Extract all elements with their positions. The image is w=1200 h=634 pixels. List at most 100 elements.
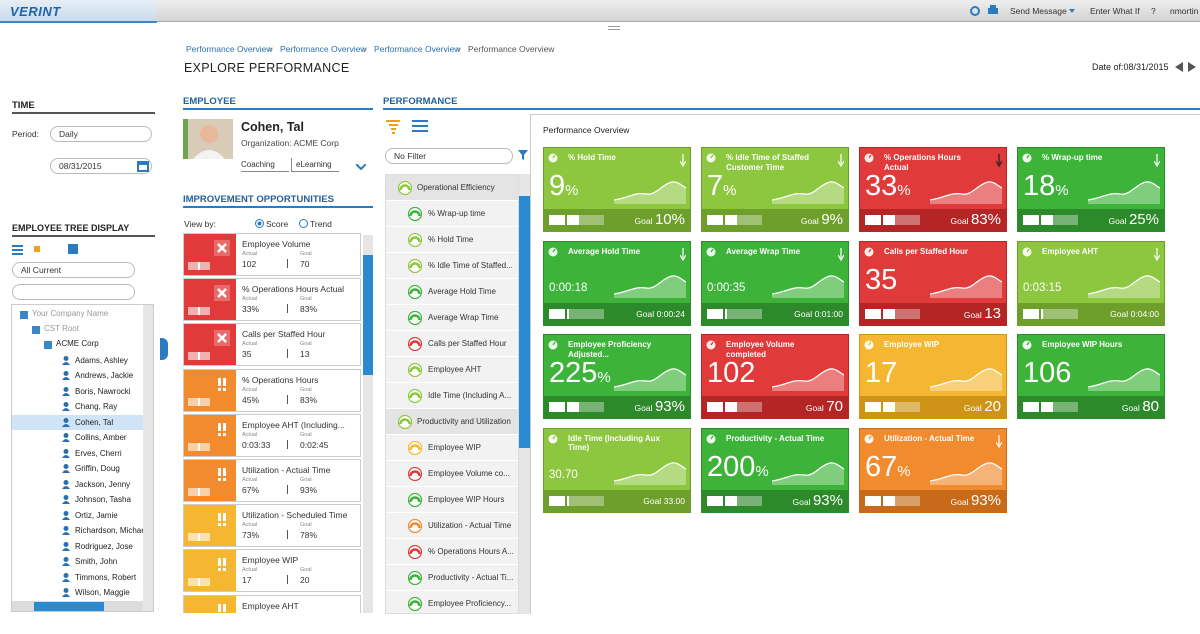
kpi-tile[interactable]: % Hold Time 9% Goal 10% (543, 147, 691, 232)
tile-goal-value: 93% (654, 398, 685, 415)
performance-group[interactable]: Operational Efficiency (386, 175, 518, 201)
kpi-tile[interactable]: Average Hold Time 0:00:18 Goal 0:00:24 (543, 240, 691, 326)
performance-item[interactable]: % Idle Time of Staffed... (386, 253, 518, 279)
tree-employee[interactable]: Griffin, Doug (75, 464, 120, 473)
performance-item[interactable]: Productivity - Actual Ti... (386, 565, 518, 591)
value-divider (287, 349, 288, 359)
performance-item[interactable]: Employee WIP (386, 435, 518, 461)
header-action[interactable]: ? (1151, 6, 1156, 16)
next-date (1188, 62, 1196, 72)
view-option[interactable]: Trend (310, 219, 332, 229)
header-action[interactable]: Enter What If (1090, 6, 1140, 16)
opportunity-card[interactable]: Employee Volume Actual Goal 102 70 (183, 233, 361, 276)
kpi-tile[interactable]: Idle Time (Including Aux Time) 30.70 Goal … (543, 427, 691, 513)
opportunity-card[interactable]: Utilization - Scheduled Time Actual Goal 73… (183, 504, 361, 548)
value-divider (287, 439, 288, 449)
tree-employee[interactable]: Jackson, Jenny (75, 479, 131, 489)
item-name: % Hold Time (428, 235, 474, 244)
panel-toggle[interactable] (160, 338, 168, 360)
breadcrumb[interactable]: Performance Overview (186, 44, 273, 54)
tree-employee[interactable]: Collins, Amber (75, 433, 127, 442)
performance-item[interactable]: Employee AHT (386, 357, 518, 383)
tree-org-node[interactable]: CST Root (44, 324, 79, 333)
tree-employee[interactable]: Johnson, Tasha (75, 495, 131, 504)
kpi-tile[interactable]: Productivity - Actual Time 200% Goal 93% (701, 427, 849, 513)
employee-tab[interactable]: eLearning (291, 158, 339, 172)
header-action[interactable]: nmortin (1170, 6, 1199, 16)
header-action[interactable]: Send Message (1010, 6, 1067, 16)
tile-value-number: 9 (549, 170, 566, 202)
performance-item[interactable]: Employee Volume co... (386, 461, 518, 487)
tile-goal: Goal 0:00:24 (636, 309, 685, 319)
opportunity-card[interactable]: Employee AHT (Including... Actual Goal 0:03… (183, 413, 361, 457)
date-input[interactable]: 08/31/2015 (50, 158, 152, 174)
tree-filter[interactable]: All Current (12, 262, 135, 278)
value-divider (287, 259, 288, 268)
kpi-tile[interactable]: Employee AHT 0:03:15 Goal 0:04:00 (1017, 240, 1165, 326)
tree-org-node[interactable]: ACME Corp (56, 339, 99, 348)
kpi-tile[interactable]: Utilization - Actual Time 67% Goal 93% (859, 427, 1007, 513)
kpi-tile[interactable]: % Idle Time of Staffed Customer Time 7% Go… (701, 147, 849, 232)
breadcrumb[interactable]: Performance Overview (280, 44, 367, 54)
tree-search[interactable] (12, 284, 135, 300)
kpi-tile[interactable]: Employee Proficiency Adjusted... 225% Goal… (543, 334, 691, 419)
goal-label: Goal (300, 477, 312, 483)
kpi-tile[interactable]: Average Wrap Time 0:00:35 Goal 0:01:00 (701, 240, 849, 326)
goal-label: Goal (300, 567, 312, 574)
performance-item[interactable]: Calls per Staffed Hour (386, 331, 518, 357)
tile-title: % Operations Hours Actual (884, 153, 961, 172)
kpi-tile[interactable]: % Operations Hours Actual 33% Goal 83% (859, 147, 1007, 232)
opportunity-card[interactable]: Utilization - Actual Time Actual Goal 67% 93… (183, 459, 361, 502)
performance-item[interactable]: Average Wrap Time (386, 305, 518, 331)
tile-gauge (864, 340, 874, 350)
tree-employee[interactable]: Timmons, Robert (75, 572, 137, 582)
tile-title: Average Wrap Time (726, 246, 801, 256)
kpi-tile[interactable]: % Wrap-up time 18% Goal 25% (1017, 147, 1165, 232)
performance-group[interactable]: Productivity and Utilization (386, 409, 518, 435)
tree-title: EMPLOYEE TREE DISPLAY (12, 223, 155, 237)
tree-employee[interactable]: Boris, Nawrocki (75, 386, 131, 396)
period-select[interactable]: Daily (50, 126, 152, 142)
performance-item[interactable]: Utilization - Actual Time (386, 513, 518, 539)
tree-org-node[interactable]: Your Company Name (32, 309, 109, 318)
opportunity-card[interactable]: % Operations Hours Actual Goal 45% 83% (183, 368, 361, 412)
tree-employee[interactable]: Rodriguez, Jose (75, 541, 133, 551)
actual-value: 73% (242, 530, 260, 541)
opportunity-card[interactable]: Employee WIP Actual Goal 17 20 (183, 549, 361, 593)
view-option[interactable]: Score (266, 219, 289, 229)
opportunity-card[interactable]: % Operations Hours Actual Actual Goal 33% 83… (183, 278, 361, 322)
tree-employee[interactable]: Cohen, Tal (75, 417, 114, 427)
sparkline (772, 181, 844, 204)
tree-employee[interactable]: Chang, Ray (75, 402, 118, 411)
kpi-tile[interactable]: Employee WIP 17 Goal 20 (859, 334, 1007, 419)
kpi-tile[interactable]: Calls per Staffed Hour 35 Goal 13 (859, 240, 1007, 326)
kpi-tile[interactable]: Employee WIP Hours 106 Goal 80 (1017, 334, 1165, 419)
performance-item[interactable]: % Wrap-up time (386, 201, 518, 227)
opportunity-card[interactable]: Employee AHT (183, 594, 361, 613)
performance-item[interactable]: Employee WIP Hours (386, 487, 518, 513)
tree-employee[interactable]: Adams, Ashley (75, 355, 128, 365)
tile-value-number: 102 (707, 357, 756, 389)
employee-tab[interactable]: Coaching (241, 158, 289, 172)
tree-employee[interactable]: Ortiz, Jamie (75, 510, 118, 520)
opportunity-card[interactable]: Calls per Staffed Hour Actual Goal 35 13 (183, 323, 361, 367)
tile-value-number: 17 (865, 357, 898, 389)
performance-item[interactable]: % Operations Hours A... (386, 539, 518, 565)
tree-employee[interactable]: Erves, Cherri (75, 448, 122, 458)
tile-gauge (864, 247, 874, 256)
performance-item[interactable]: % Hold Time (386, 227, 518, 253)
tree-employee[interactable]: Wilson, Maggie (75, 588, 130, 597)
item-name: Calls per Staffed Hour (428, 339, 507, 348)
employee-section: EMPLOYEE (183, 96, 373, 110)
breadcrumb[interactable]: Performance Overview (374, 44, 461, 54)
performance-item[interactable]: Average Hold Time (386, 279, 518, 305)
sparkline (930, 181, 1002, 204)
performance-item[interactable]: Idle Time (Including A... (386, 383, 518, 409)
performance-filter[interactable]: No Filter (385, 148, 513, 164)
performance-item[interactable]: Employee Proficiency... (386, 591, 518, 613)
opportunity-name: Employee AHT (Including... (242, 419, 345, 430)
tree-employee[interactable]: Smith, John (75, 557, 118, 566)
tree-employee[interactable]: Andrews, Jackie (75, 371, 134, 380)
tree-employee[interactable]: Richardson, Michae (75, 526, 146, 535)
kpi-tile[interactable]: Employee Volume completed 102 Goal 70 (701, 334, 849, 419)
